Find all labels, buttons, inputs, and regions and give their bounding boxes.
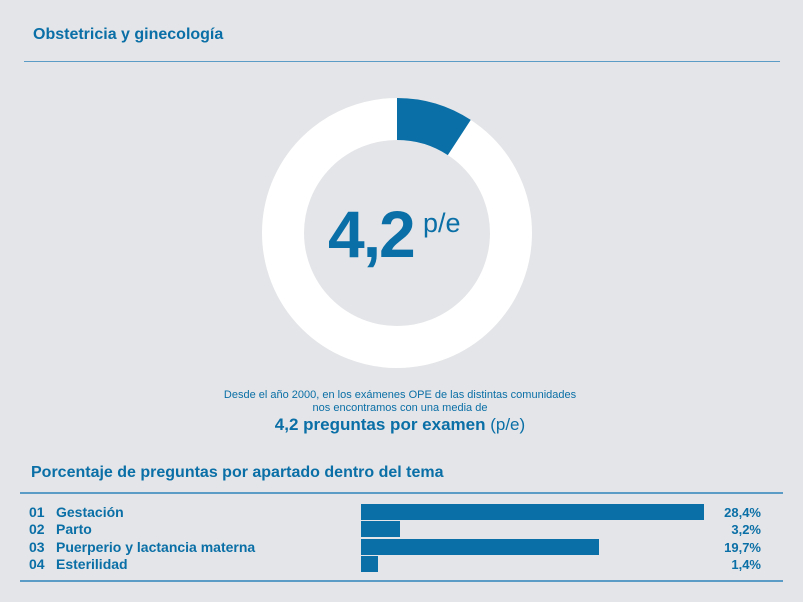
description-line-2: nos encontramos con una media de [312,402,488,414]
row-code: 01 [29,504,45,520]
row-label: Gestación [56,504,124,520]
row-code: 02 [29,521,45,537]
value-label: 28,4% [724,505,761,520]
value-label: 19,7% [724,540,761,555]
bar [361,504,704,520]
bar [361,556,378,572]
average-unit: p/e [423,208,461,238]
bar-row: 04 Esterilidad 1,4% [0,556,803,573]
page-title: Obstetricia y ginecología [33,26,224,43]
bar [361,539,599,555]
value-label: 3,2% [731,522,761,537]
row-label: Parto [56,521,92,537]
bar [361,521,400,537]
average-value: 4,2 [328,197,416,271]
bar-row: 01 Gestación 28,4% [0,504,803,521]
row-code: 04 [29,556,45,572]
bar-row: 03 Puerperio y lactancia materna 19,7% [0,539,803,556]
donut-chart [262,98,532,368]
chart-title: Porcentaje de preguntas por apartado den… [31,464,444,481]
divider [20,580,783,582]
bar-row: 02 Parto 3,2% [0,521,803,538]
highlight-suffix: (p/e) [490,415,526,434]
row-label: Puerperio y lactancia materna [56,539,256,555]
description: Desde el año 2000, en los exámenes OPE d… [150,389,650,415]
description-line-1: Desde el año 2000, en los exámenes OPE d… [223,389,577,401]
highlight-text: 4,2 preguntas por examen [274,415,486,434]
divider [24,61,780,62]
value-label: 1,4% [731,557,761,572]
donut-segment [397,98,471,156]
row-label: Esterilidad [56,556,128,572]
divider [20,492,783,494]
row-code: 03 [29,539,45,555]
average-highlight: 4,2 preguntas por examen (p/e) [150,415,650,435]
